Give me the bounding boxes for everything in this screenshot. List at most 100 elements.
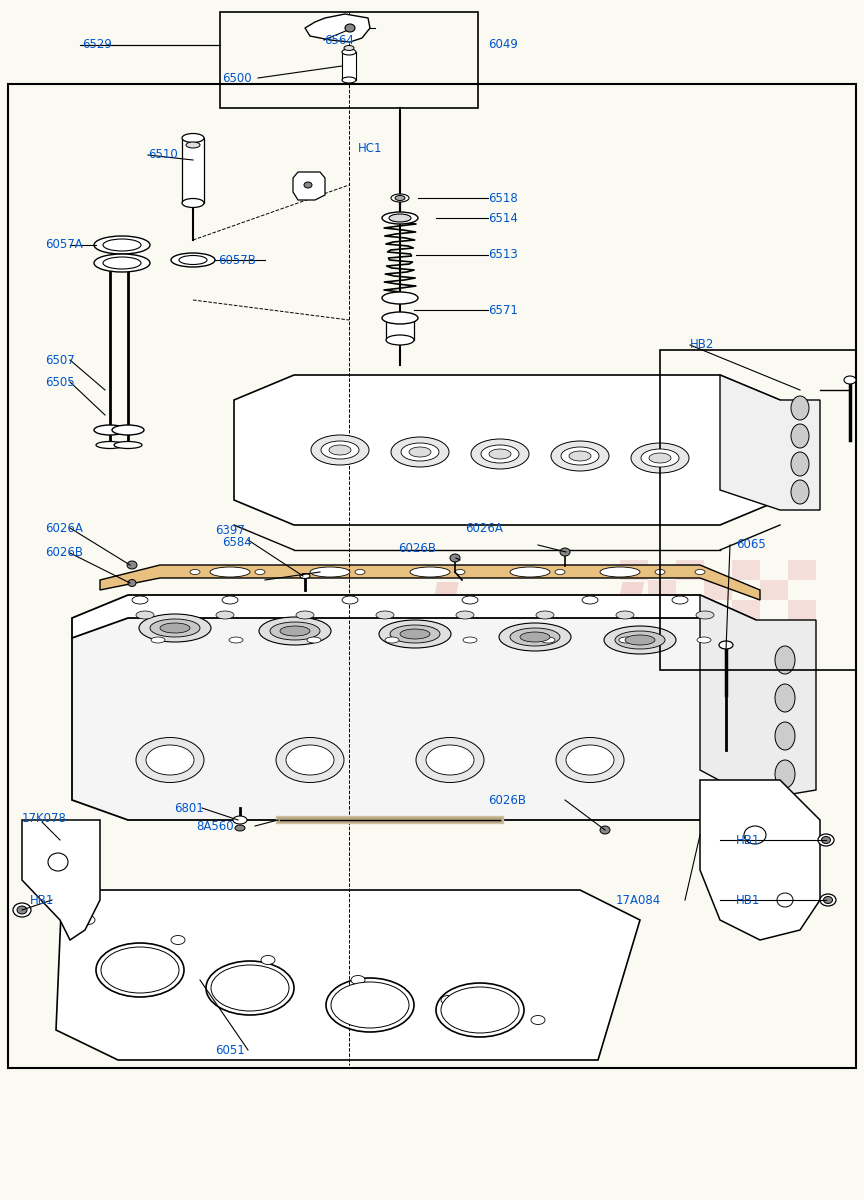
Bar — [676, 600, 704, 620]
Text: f  a  r  t  s     p  a  r  t  s: f a r t s p a r t s — [295, 698, 569, 722]
Ellipse shape — [556, 738, 624, 782]
Ellipse shape — [631, 443, 689, 473]
Ellipse shape — [211, 965, 289, 1010]
Text: 6057A: 6057A — [45, 239, 83, 252]
Ellipse shape — [112, 425, 144, 434]
Ellipse shape — [551, 440, 609, 470]
Ellipse shape — [410, 566, 450, 577]
Ellipse shape — [569, 451, 591, 461]
Text: 6518: 6518 — [488, 192, 518, 204]
Bar — [620, 560, 648, 580]
Ellipse shape — [48, 853, 68, 871]
Polygon shape — [234, 374, 780, 526]
Text: 6026B: 6026B — [45, 546, 83, 559]
Text: 8A560: 8A560 — [196, 820, 233, 833]
Bar — [620, 680, 648, 700]
Ellipse shape — [114, 442, 142, 449]
Ellipse shape — [171, 253, 215, 266]
Text: 6513: 6513 — [488, 248, 518, 262]
Ellipse shape — [641, 449, 679, 467]
Polygon shape — [305, 14, 370, 42]
Text: HB2: HB2 — [690, 338, 715, 352]
Ellipse shape — [426, 745, 474, 775]
Ellipse shape — [182, 133, 204, 143]
Ellipse shape — [259, 617, 331, 646]
Ellipse shape — [791, 424, 809, 448]
Ellipse shape — [541, 637, 555, 643]
Ellipse shape — [582, 596, 598, 604]
Polygon shape — [72, 595, 756, 660]
Ellipse shape — [615, 631, 665, 649]
Bar — [704, 580, 732, 600]
Ellipse shape — [310, 566, 350, 577]
Ellipse shape — [96, 442, 124, 449]
Ellipse shape — [182, 198, 204, 208]
Ellipse shape — [697, 637, 711, 643]
Ellipse shape — [719, 641, 733, 649]
Ellipse shape — [94, 254, 150, 272]
Bar — [704, 620, 732, 640]
Ellipse shape — [345, 24, 355, 32]
Text: 6057B: 6057B — [218, 253, 256, 266]
Ellipse shape — [386, 335, 414, 346]
Ellipse shape — [344, 46, 354, 50]
Ellipse shape — [566, 745, 614, 775]
Text: 6801: 6801 — [174, 802, 204, 815]
Ellipse shape — [619, 637, 633, 643]
Polygon shape — [72, 618, 756, 820]
Bar — [648, 620, 676, 640]
Bar — [788, 600, 816, 620]
Bar — [676, 680, 704, 700]
Text: 6026B: 6026B — [398, 541, 436, 554]
Ellipse shape — [600, 566, 640, 577]
Ellipse shape — [481, 445, 519, 463]
Bar — [676, 640, 704, 660]
Ellipse shape — [311, 434, 369, 464]
Ellipse shape — [536, 611, 554, 619]
Ellipse shape — [409, 446, 431, 457]
Bar — [760, 580, 788, 600]
Text: 6026B: 6026B — [488, 793, 526, 806]
Ellipse shape — [132, 596, 148, 604]
Ellipse shape — [471, 439, 529, 469]
Ellipse shape — [326, 978, 414, 1032]
Bar — [386, 318, 414, 340]
Ellipse shape — [820, 894, 836, 906]
Text: HB1: HB1 — [736, 834, 760, 846]
Text: 6065: 6065 — [736, 539, 766, 552]
Bar — [788, 680, 816, 700]
Ellipse shape — [775, 760, 795, 788]
Polygon shape — [700, 780, 820, 940]
Text: HC1: HC1 — [358, 142, 383, 155]
Bar — [620, 600, 648, 620]
Bar — [220, 12, 478, 108]
Text: 6529: 6529 — [82, 38, 111, 52]
Bar — [788, 640, 816, 660]
Text: 6397: 6397 — [215, 523, 245, 536]
Ellipse shape — [436, 983, 524, 1037]
Text: 6571: 6571 — [488, 304, 518, 317]
Bar — [732, 560, 760, 580]
Ellipse shape — [94, 425, 126, 434]
Ellipse shape — [777, 893, 793, 907]
Bar — [676, 560, 704, 580]
Text: 6507: 6507 — [45, 354, 75, 366]
Ellipse shape — [823, 896, 833, 904]
Ellipse shape — [329, 445, 351, 455]
Ellipse shape — [190, 570, 200, 575]
Ellipse shape — [304, 182, 312, 188]
Ellipse shape — [280, 626, 310, 636]
Bar — [182, 138, 204, 203]
Ellipse shape — [103, 257, 141, 269]
Ellipse shape — [531, 1015, 545, 1025]
Bar — [342, 52, 356, 80]
Bar — [648, 580, 676, 600]
Ellipse shape — [625, 635, 655, 646]
Ellipse shape — [510, 566, 550, 577]
Ellipse shape — [342, 77, 356, 83]
Ellipse shape — [561, 446, 599, 464]
Text: HB1: HB1 — [30, 894, 54, 906]
Ellipse shape — [331, 982, 409, 1028]
Ellipse shape — [455, 570, 465, 575]
Ellipse shape — [229, 637, 243, 643]
